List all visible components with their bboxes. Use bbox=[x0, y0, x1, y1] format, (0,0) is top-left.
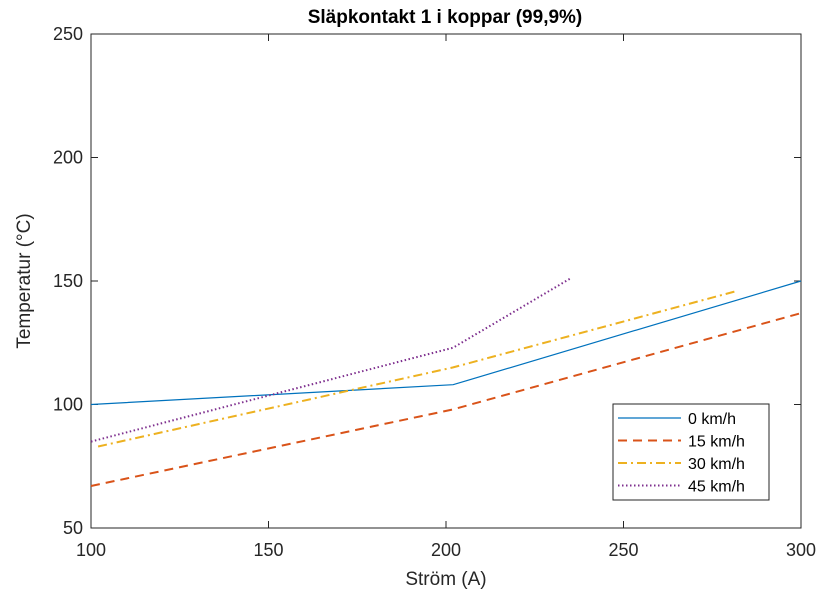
y-tick-label: 50 bbox=[63, 518, 83, 538]
legend-items: 0 km/h 15 km/h 30 km/h 45 km/h bbox=[618, 411, 745, 496]
x-axis-label: Ström (A) bbox=[405, 569, 486, 590]
series-lines bbox=[90, 277, 802, 487]
y-axis-label: Temperatur (°C) bbox=[14, 213, 35, 348]
y-tick-label: 200 bbox=[53, 148, 83, 168]
x-tick-label: 200 bbox=[431, 540, 461, 560]
legend-label-1: 15 km/h bbox=[688, 434, 745, 451]
y-tick-label: 250 bbox=[53, 24, 83, 44]
x-tick-label: 150 bbox=[253, 540, 283, 560]
x-tick-label: 100 bbox=[76, 540, 106, 560]
x-tick-label: 300 bbox=[786, 540, 816, 560]
legend: 0 km/h 15 km/h 30 km/h 45 km/h bbox=[612, 403, 770, 501]
y-tick-label: 150 bbox=[53, 271, 83, 291]
series-line-1 bbox=[90, 312, 802, 487]
legend-label-2: 30 km/h bbox=[688, 456, 745, 473]
series-line-3 bbox=[90, 277, 571, 443]
series-line-2 bbox=[97, 289, 738, 448]
legend-label-0: 0 km/h bbox=[688, 411, 736, 428]
chart-title: Släpkontakt 1 i koppar (99,9%) bbox=[308, 7, 583, 28]
series-line-0 bbox=[90, 280, 802, 406]
y-tick-label: 100 bbox=[53, 395, 83, 415]
legend-box bbox=[612, 403, 770, 501]
x-tick-label: 250 bbox=[608, 540, 638, 560]
legend-label-3: 45 km/h bbox=[688, 479, 745, 496]
